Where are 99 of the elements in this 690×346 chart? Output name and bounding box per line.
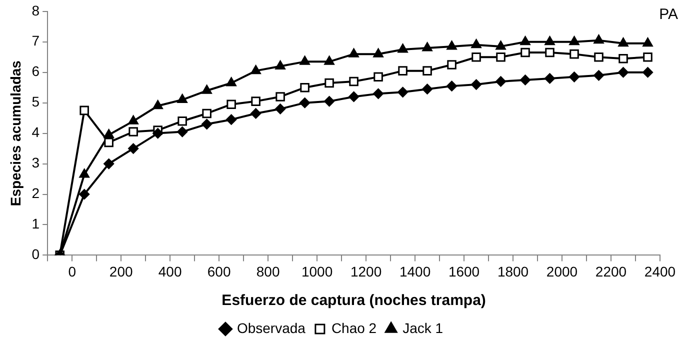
point: [422, 84, 433, 94]
point: [569, 36, 580, 46]
point: [152, 100, 163, 110]
y-tick-label: 5: [32, 94, 40, 110]
point: [250, 108, 262, 119]
point: [79, 168, 90, 178]
y-tick-label: 6: [32, 63, 40, 80]
point: [348, 48, 359, 58]
point: [594, 34, 604, 44]
point: [374, 72, 383, 82]
x-tick-label: 800: [256, 263, 280, 280]
y-tick-label: 3: [32, 154, 40, 171]
x-tick-label: 200: [109, 263, 133, 280]
point: [202, 108, 212, 118]
point: [275, 104, 286, 114]
point: [300, 56, 310, 65]
x-tick-label: 0: [68, 263, 76, 280]
annotation: PA: [659, 6, 678, 23]
point: [324, 96, 335, 107]
point: [226, 100, 236, 109]
point: [202, 84, 212, 94]
point: [422, 66, 432, 76]
x-tick-label: 400: [158, 263, 182, 280]
point: [202, 118, 212, 130]
legend-label: Observada: [236, 320, 306, 336]
point: [618, 38, 628, 47]
point: [251, 96, 260, 106]
y-tick-label: 0: [32, 246, 40, 262]
x-tick-label: 1200: [350, 263, 382, 280]
point: [324, 56, 334, 65]
point: [373, 88, 384, 99]
point: [104, 158, 114, 170]
point: [250, 65, 261, 74]
x-tick-label: 1600: [448, 263, 480, 280]
point: [618, 67, 629, 78]
point: [471, 39, 482, 48]
x-tick-label: 1800: [497, 263, 529, 280]
point: [300, 98, 310, 108]
point: [570, 49, 579, 59]
point: [104, 138, 114, 148]
point: [398, 44, 408, 53]
x-tick-label: 2000: [546, 263, 578, 280]
legend-label: Jack 1: [402, 320, 444, 336]
y-axis-title: Especies acumuladas: [7, 60, 24, 206]
point: [618, 54, 628, 64]
point: [545, 48, 554, 58]
y-tick-label: 7: [32, 32, 40, 49]
point: [398, 66, 408, 76]
point: [79, 189, 90, 200]
point: [398, 86, 408, 98]
point: [544, 73, 556, 84]
point: [643, 52, 652, 62]
x-tick-label: 600: [207, 263, 231, 280]
point: [496, 76, 506, 87]
point: [496, 52, 506, 62]
point: [594, 52, 604, 62]
point: [348, 91, 360, 102]
point: [178, 116, 187, 126]
point: [324, 78, 334, 88]
point: [128, 143, 139, 154]
point: [349, 76, 358, 86]
point: [520, 74, 531, 86]
point: [104, 129, 114, 138]
point: [177, 94, 188, 104]
point: [594, 70, 604, 81]
point: [447, 60, 456, 70]
point: [128, 115, 138, 124]
point: [275, 60, 286, 70]
point: [226, 77, 236, 86]
x-tick-label: 1400: [399, 263, 431, 280]
x-tick-label: 2200: [595, 263, 627, 280]
point: [446, 40, 457, 50]
point: [472, 52, 481, 62]
point: [496, 40, 506, 50]
point: [152, 128, 164, 139]
point: [642, 38, 653, 47]
x-axis-title: Esfuerzo de captura (noches trampa): [222, 292, 486, 310]
point: [373, 48, 384, 58]
point: [446, 80, 458, 92]
point: [300, 82, 310, 92]
point: [642, 67, 653, 78]
y-tick-label: 4: [32, 124, 40, 140]
legend-label: Chao 2: [331, 320, 377, 336]
point: [520, 48, 530, 58]
x-tick-label: 1000: [301, 263, 333, 280]
point: [276, 92, 285, 102]
y-tick-label: 8: [32, 2, 40, 18]
y-tick-label: 1: [32, 216, 40, 232]
y-tick-label: 2: [32, 185, 40, 202]
point: [569, 72, 580, 82]
point: [226, 114, 237, 125]
point: [422, 42, 432, 52]
point: [471, 79, 482, 90]
point: [128, 127, 138, 136]
point: [80, 106, 89, 116]
x-tick-label: 2400: [644, 263, 676, 280]
point: [177, 126, 188, 138]
point: [544, 36, 555, 46]
point: [520, 36, 530, 46]
